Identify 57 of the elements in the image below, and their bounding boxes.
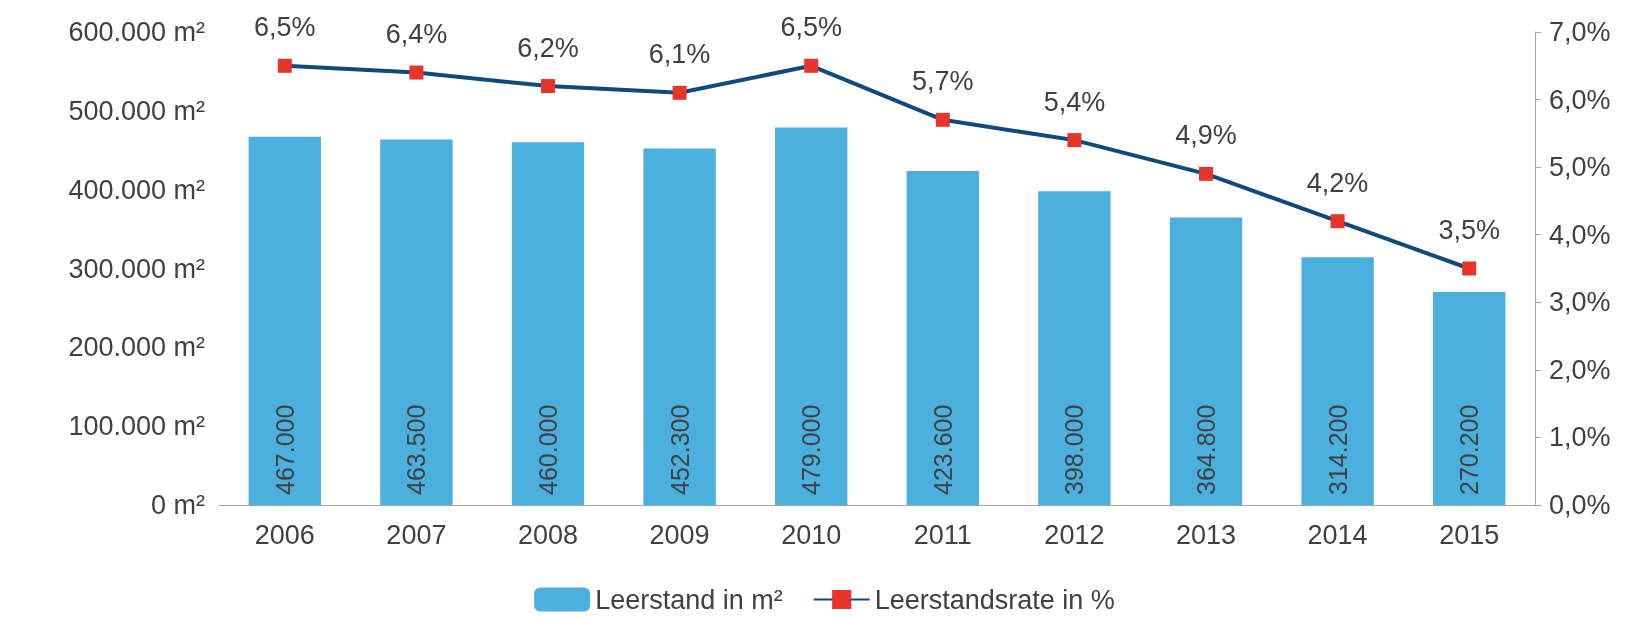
bar [511,142,585,505]
bar [1301,257,1374,505]
data-label: 6,2% [517,32,579,63]
data-label: 467.000 [270,404,299,495]
data-label: 452.300 [665,404,694,495]
y-tick-label: 500.000 m² [68,95,205,126]
x-tick-label: 2014 [1307,519,1368,550]
x-tick-label: 2010 [781,519,842,550]
y-tick-label: 300.000 m² [68,253,205,284]
bar [643,148,716,505]
data-label: 6,5% [780,12,842,43]
data-label: 5,7% [912,66,974,97]
bar [1038,191,1111,505]
y-tick-label: 600.000 m² [68,17,205,47]
x-tick-label: 2013 [1175,519,1237,550]
y2-tick-label: 6,0% [1549,84,1611,115]
y2-tick-label: 5,0% [1549,152,1611,183]
data-label: 3,5% [1438,215,1500,245]
y2-tick-label: 1,0% [1549,422,1611,453]
data-label: 6,4% [385,19,448,50]
data-label: 364.800 [1192,404,1220,495]
bar [380,139,453,505]
data-label: 479.000 [797,404,826,495]
y-tick-label: 0 m² [151,490,206,520]
x-tick-label: 2007 [386,519,447,550]
bar [906,171,979,505]
y2-tick-label: 2,0% [1549,354,1611,385]
legend-label: Leerstand in m² [595,584,783,615]
bar [1433,291,1506,505]
y2-tick-label: 3,0% [1549,287,1611,318]
data-label: 270.200 [1455,404,1484,495]
data-label: 463.500 [402,404,431,495]
data-label: 6,5% [254,12,316,43]
y2-tick-label: 7,0% [1549,17,1611,47]
data-label: 423.600 [928,404,957,495]
legend-label: Leerstandsrate in % [874,584,1115,615]
data-label: 460.000 [534,404,562,495]
data-label: 4,2% [1306,167,1369,198]
data-label: 5,4% [1043,86,1106,117]
bar [775,127,848,505]
y2-tick-label: 4,0% [1549,219,1611,250]
data-label: 4,9% [1175,120,1237,151]
data-label: 314.200 [1323,404,1352,495]
bar [248,136,321,505]
bar [1169,217,1243,505]
x-tick-label: 2012 [1044,519,1105,550]
y-tick-label: 200.000 m² [68,332,205,363]
x-tick-label: 2009 [649,519,710,550]
y-tick-label: 400.000 m² [68,174,205,205]
x-tick-label: 2011 [913,519,972,550]
x-tick-label: 2008 [517,519,579,550]
data-label: 6,1% [648,39,711,70]
x-tick-label: 2015 [1439,519,1500,550]
x-tick-label: 2006 [254,519,315,550]
y2-tick-label: 0,0% [1549,490,1611,520]
data-label: 398.000 [1060,404,1089,495]
y-tick-label: 100.000 m² [68,411,205,442]
